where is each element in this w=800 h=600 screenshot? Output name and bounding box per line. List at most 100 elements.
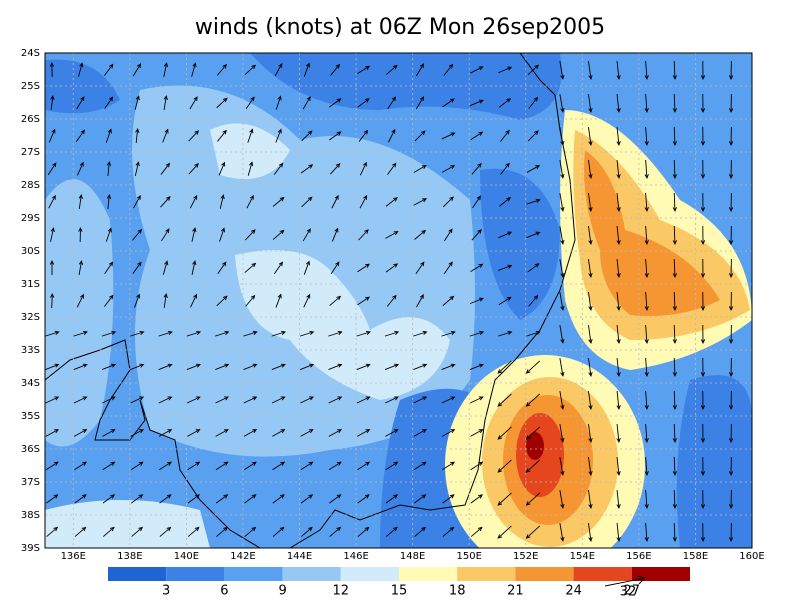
wind-arrow: [329, 494, 342, 504]
lon-label: 148E: [400, 551, 425, 562]
wind-arrow: [616, 457, 621, 476]
wind-arrow: [275, 95, 282, 110]
wind-arrow: [728, 423, 734, 444]
wind-arrow: [497, 426, 512, 440]
wind-arrow: [559, 61, 565, 80]
wind-arrow: [470, 494, 483, 504]
wind-arrow: [672, 159, 677, 180]
wind-arrow: [728, 390, 734, 411]
wind-arrow: [300, 396, 314, 404]
wind-arrow: [159, 461, 172, 471]
wind-arrow: [588, 490, 593, 509]
wind-arrow: [48, 128, 56, 143]
wind-arrow: [588, 457, 593, 476]
wind-arrow: [243, 461, 257, 471]
shade: [250, 53, 562, 120]
wind-arrow: [559, 523, 565, 542]
wind-arrow: [357, 263, 371, 273]
colorbar-swatch: [457, 567, 516, 581]
wind-arrow: [644, 258, 649, 279]
wind-arrow: [559, 292, 565, 311]
wind-arrow: [497, 330, 513, 337]
lat-label: 38S: [21, 510, 40, 521]
shade: [676, 375, 752, 548]
wind-arrow: [528, 294, 539, 307]
wind-arrow: [158, 429, 173, 437]
wind-arrow: [526, 330, 541, 337]
wind-arrow: [330, 63, 341, 76]
wind-arrow: [356, 396, 371, 404]
wind-arrow: [644, 159, 649, 180]
wind-arrow: [442, 196, 454, 208]
wind-arrow: [559, 259, 565, 278]
colorbar-swatch: [631, 567, 690, 581]
lon-label: 138E: [117, 551, 142, 562]
wind-arrow: [302, 228, 311, 242]
wind-arrow: [104, 294, 114, 307]
wind-arrow: [525, 459, 541, 473]
wind-arrow: [644, 324, 649, 345]
wind-arrow: [616, 160, 621, 179]
wind-arrow: [160, 162, 171, 175]
wind-arrow: [616, 259, 621, 278]
wind-arrow: [191, 260, 197, 275]
wind-arrow: [385, 429, 399, 437]
colorbar-label: 18: [449, 584, 466, 599]
wind-arrow: [644, 93, 649, 114]
axis-labels: 24S 25S 26S 27S 28S 29S 30S 31S 32S 33S 34S 35S 36S 3…: [21, 48, 765, 562]
wind-arrow: [50, 227, 55, 242]
wind-arrow: [728, 291, 734, 312]
shade: [45, 179, 114, 447]
wind-arrow: [104, 63, 114, 76]
reference-arrow: [604, 577, 646, 587]
wind-arrow: [301, 526, 313, 537]
wind-arrow: [300, 429, 314, 437]
wind-arrow: [387, 96, 396, 110]
wind-arrow: [162, 128, 169, 143]
wind-arrow: [644, 357, 649, 378]
wind-arrow: [526, 231, 541, 238]
wind-arrow: [588, 160, 593, 179]
wind-arrow: [385, 494, 399, 504]
wind-arrow: [216, 526, 228, 537]
wind-arrow: [163, 62, 169, 77]
lon-label: 142E: [230, 551, 255, 562]
wind-arrow: [672, 291, 677, 312]
wind-arrow: [385, 263, 399, 273]
wind-arrow: [441, 396, 456, 404]
wind-arrow: [158, 330, 173, 337]
wind-arrow: [300, 461, 314, 471]
wind-arrow: [45, 396, 60, 404]
lat-label: 36S: [21, 444, 40, 455]
wind-arrow: [588, 358, 593, 377]
wind-arrow: [559, 457, 565, 476]
wind-arrow: [469, 99, 484, 107]
wind-speed-field: [45, 53, 752, 548]
wind-arrow: [616, 391, 621, 410]
wind-arrow: [186, 363, 201, 370]
colorbar-swatch: [166, 567, 225, 581]
wind-arrow: [132, 228, 143, 241]
wind-arrow: [588, 292, 593, 311]
wind-arrow: [442, 295, 455, 306]
wind-arrow: [385, 526, 398, 537]
wind-arrow: [76, 96, 85, 110]
wind-arrow: [272, 461, 286, 471]
wind-arrow: [700, 456, 706, 477]
wind-arrow: [357, 494, 370, 504]
wind-arrow: [216, 97, 228, 109]
wind-arrow: [472, 195, 481, 209]
wind-arrow: [588, 391, 593, 410]
wind-arrow: [301, 130, 313, 142]
wind-arrow: [272, 229, 285, 240]
wind-arrow: [470, 131, 484, 141]
wind-arrow: [386, 294, 397, 307]
wind-arrow: [49, 292, 55, 309]
wind-arrow: [588, 127, 593, 146]
wind-arrow: [469, 363, 484, 370]
wind-arrow: [442, 98, 455, 108]
wind-arrow: [300, 164, 314, 174]
wind-arrow: [728, 258, 734, 279]
wind-arrow: [700, 159, 706, 180]
wind-arrow: [130, 396, 145, 404]
